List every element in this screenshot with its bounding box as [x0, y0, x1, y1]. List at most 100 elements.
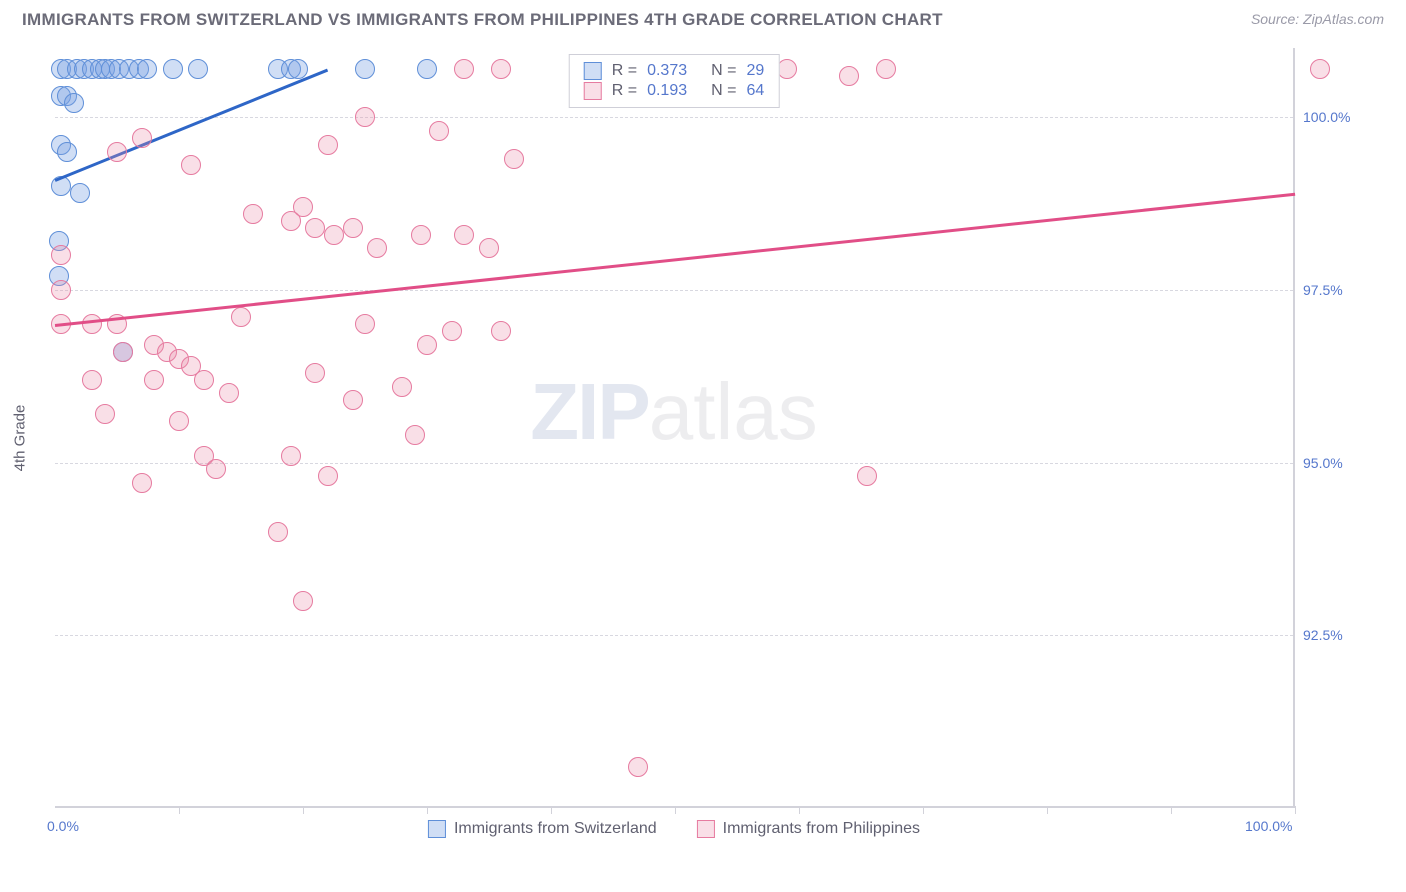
- watermark: ZIPatlas: [530, 366, 817, 458]
- legend-swatch-switzerland: [428, 820, 446, 838]
- n-value-switzerland: 29: [746, 62, 764, 80]
- trendline-philippines: [55, 193, 1295, 327]
- data-point-philippines: [144, 370, 164, 390]
- data-point-philippines: [293, 591, 313, 611]
- data-point-switzerland: [57, 142, 77, 162]
- data-point-philippines: [367, 238, 387, 258]
- data-point-philippines: [243, 204, 263, 224]
- legend-item-switzerland: Immigrants from Switzerland: [428, 820, 657, 838]
- data-point-philippines: [491, 59, 511, 79]
- n-value-philippines: 64: [746, 82, 764, 100]
- data-point-switzerland: [417, 59, 437, 79]
- data-point-philippines: [324, 225, 344, 245]
- n-label: N =: [711, 62, 736, 80]
- data-point-philippines: [442, 321, 462, 341]
- x-axis-label: 100.0%: [1245, 818, 1292, 834]
- data-point-philippines: [343, 390, 363, 410]
- x-tick: [1171, 806, 1172, 814]
- stats-row-philippines: R = 0.193 N = 64: [584, 81, 765, 101]
- data-point-philippines: [1310, 59, 1330, 79]
- data-point-philippines: [132, 473, 152, 493]
- x-tick: [303, 806, 304, 814]
- gridline: [55, 117, 1293, 118]
- r-value-switzerland: 0.373: [647, 62, 687, 80]
- y-axis-label: 4th Grade: [12, 405, 29, 472]
- data-point-philippines: [206, 459, 226, 479]
- data-point-switzerland: [288, 59, 308, 79]
- data-point-philippines: [392, 377, 412, 397]
- data-point-philippines: [454, 59, 474, 79]
- x-axis-label: 0.0%: [47, 818, 79, 834]
- source-prefix: Source:: [1251, 11, 1303, 27]
- data-point-philippines: [777, 59, 797, 79]
- swatch-philippines: [584, 82, 602, 100]
- data-point-philippines: [305, 218, 325, 238]
- y-tick-label: 100.0%: [1303, 109, 1363, 125]
- r-label: R =: [612, 82, 637, 100]
- data-point-philippines: [82, 370, 102, 390]
- x-tick: [1295, 806, 1296, 814]
- data-point-philippines: [411, 225, 431, 245]
- data-point-philippines: [113, 342, 133, 362]
- data-point-philippines: [491, 321, 511, 341]
- x-tick: [1047, 806, 1048, 814]
- r-label: R =: [612, 62, 637, 80]
- data-point-switzerland: [137, 59, 157, 79]
- chart-title: IMMIGRANTS FROM SWITZERLAND VS IMMIGRANT…: [22, 10, 943, 30]
- source-attribution: Source: ZipAtlas.com: [1251, 11, 1384, 29]
- legend-label-switzerland: Immigrants from Switzerland: [454, 820, 657, 838]
- data-point-philippines: [628, 757, 648, 777]
- swatch-switzerland: [584, 62, 602, 80]
- watermark-part2: atlas: [649, 367, 818, 456]
- gridline: [55, 290, 1293, 291]
- r-value-philippines: 0.193: [647, 82, 687, 100]
- gridline: [55, 635, 1293, 636]
- legend-swatch-philippines: [697, 820, 715, 838]
- data-point-philippines: [219, 383, 239, 403]
- x-tick: [799, 806, 800, 814]
- y-tick-label: 97.5%: [1303, 282, 1363, 298]
- data-point-philippines: [839, 66, 859, 86]
- data-point-philippines: [876, 59, 896, 79]
- data-point-philippines: [417, 335, 437, 355]
- data-point-philippines: [454, 225, 474, 245]
- data-point-philippines: [857, 466, 877, 486]
- data-point-philippines: [95, 404, 115, 424]
- stats-row-switzerland: R = 0.373 N = 29: [584, 61, 765, 81]
- y-tick-label: 95.0%: [1303, 455, 1363, 471]
- gridline: [55, 463, 1293, 464]
- data-point-philippines: [107, 142, 127, 162]
- data-point-philippines: [318, 135, 338, 155]
- data-point-philippines: [194, 370, 214, 390]
- data-point-switzerland: [355, 59, 375, 79]
- data-point-philippines: [169, 411, 189, 431]
- n-label: N =: [711, 82, 736, 100]
- data-point-philippines: [405, 425, 425, 445]
- data-point-philippines: [318, 466, 338, 486]
- data-point-philippines: [429, 121, 449, 141]
- legend-label-philippines: Immigrants from Philippines: [723, 820, 920, 838]
- x-tick: [675, 806, 676, 814]
- bottom-legend: Immigrants from Switzerland Immigrants fr…: [428, 820, 920, 838]
- x-tick: [551, 806, 552, 814]
- x-tick: [179, 806, 180, 814]
- x-tick: [923, 806, 924, 814]
- watermark-part1: ZIP: [530, 367, 648, 456]
- data-point-philippines: [305, 363, 325, 383]
- data-point-philippines: [355, 314, 375, 334]
- y-tick-label: 92.5%: [1303, 627, 1363, 643]
- source-name: ZipAtlas.com: [1303, 11, 1384, 27]
- data-point-philippines: [355, 107, 375, 127]
- chart-container: 4th Grade ZIPatlas 92.5%95.0%97.5%100.0%…: [55, 48, 1390, 828]
- data-point-philippines: [132, 128, 152, 148]
- data-point-switzerland: [163, 59, 183, 79]
- data-point-switzerland: [70, 183, 90, 203]
- data-point-switzerland: [188, 59, 208, 79]
- data-point-philippines: [51, 280, 71, 300]
- data-point-philippines: [281, 446, 301, 466]
- data-point-philippines: [343, 218, 363, 238]
- data-point-switzerland: [64, 93, 84, 113]
- stats-legend-box: R = 0.373 N = 29 R = 0.193 N = 64: [569, 54, 780, 108]
- plot-area: ZIPatlas 92.5%95.0%97.5%100.0%0.0%100.0%…: [55, 48, 1295, 808]
- data-point-philippines: [268, 522, 288, 542]
